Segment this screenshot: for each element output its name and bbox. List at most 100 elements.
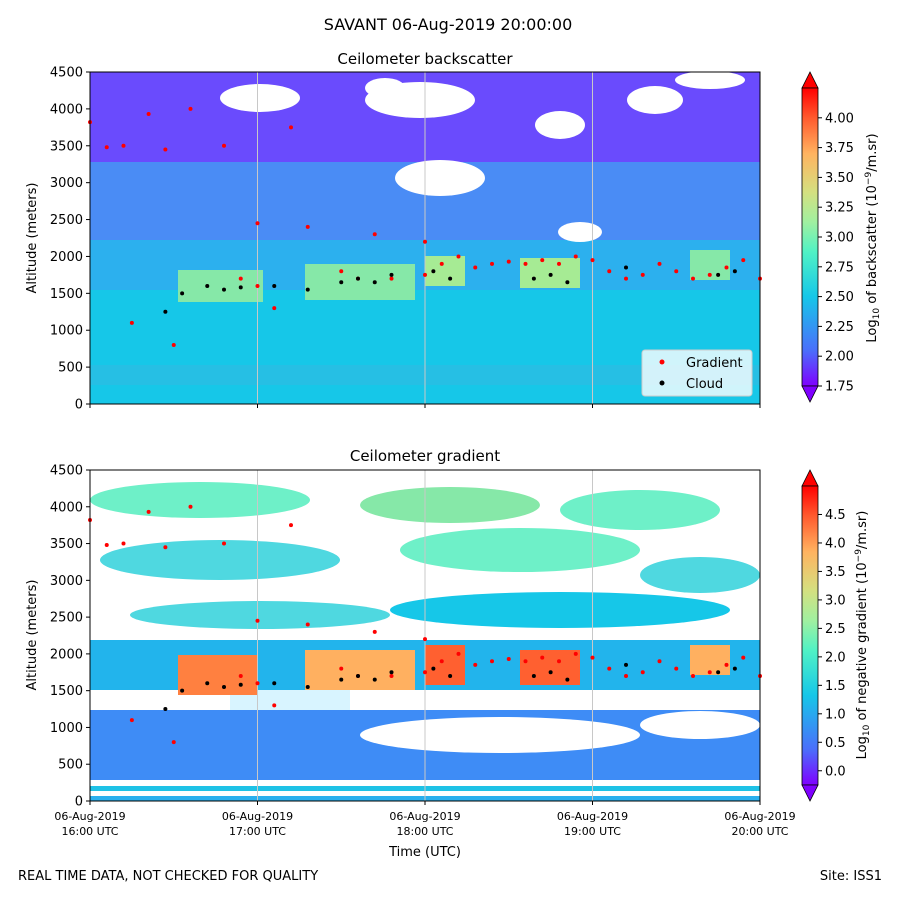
- cloud-point: [624, 265, 628, 270]
- cloud-point: [356, 276, 360, 281]
- gradient-point: [339, 666, 344, 671]
- cloud-point: [431, 269, 436, 274]
- xtick-label-time: 17:00 UTC: [229, 825, 286, 838]
- ytick-label: 1000: [50, 721, 83, 736]
- xtick-label-date: 06-Aug-2019: [222, 810, 293, 823]
- gradient-point: [657, 659, 662, 664]
- ytick-label: 2000: [50, 647, 83, 662]
- gradient-point: [557, 659, 561, 664]
- colorbar-tick-label: 4.00: [825, 111, 854, 126]
- cloud-point: [305, 684, 310, 689]
- suptitle: SAVANT 06-Aug-2019 20:00:00: [324, 15, 573, 34]
- gradient-point: [423, 637, 427, 642]
- backscatter-colorbar: 1.75 2.00 2.25 2.50 2.75 3.00 3.25 3.50 3.75 4.00…: [801, 71, 882, 403]
- gradient-point: [506, 259, 511, 264]
- cloud-point: [205, 283, 210, 288]
- cloud-point: [732, 666, 737, 671]
- gradient-point: [121, 541, 126, 546]
- backscatter-legend: Gradient Cloud: [641, 349, 753, 397]
- gradient-point: [423, 239, 427, 244]
- cloud-point: [389, 272, 394, 277]
- ytick-label: 2000: [50, 250, 83, 265]
- cloud-point: [222, 684, 226, 689]
- ytick-label: 2500: [50, 213, 83, 228]
- gradient-point: [707, 670, 712, 675]
- gradient-markers: [88, 504, 762, 745]
- gradient-point: [590, 258, 595, 263]
- gradient-point: [163, 147, 168, 152]
- gradient-point: [389, 276, 394, 281]
- colorbar-tick-label: 2.25: [825, 320, 854, 335]
- colorbar-tick-label: 2.50: [825, 290, 854, 305]
- colorbar-tick-label: 3.5: [825, 565, 846, 580]
- gradient-point: [305, 224, 310, 229]
- gradient-point: [439, 659, 444, 664]
- ytick-label: 1500: [50, 287, 83, 302]
- xtick-label-date: 06-Aug-2019: [54, 810, 125, 823]
- cloud-point: [205, 681, 210, 686]
- gradient-point: [163, 545, 168, 550]
- gradient-point: [121, 143, 126, 148]
- gradient-point: [423, 670, 427, 675]
- gradient-point: [473, 662, 478, 667]
- gradient-point: [188, 106, 193, 111]
- gradient-point: [707, 272, 712, 277]
- colorbar-tick-label: 0.0: [825, 764, 846, 779]
- colorbar-tick-label: 3.0: [825, 593, 846, 608]
- colorbar-tick-label: 1.75: [825, 380, 854, 395]
- colorbar-tick-label: 0.5: [825, 736, 846, 751]
- cloud-point: [372, 677, 377, 682]
- backscatter-colorbar-label: Log10 of backscatter (10−9/m.sr): [864, 133, 882, 342]
- gradient-point: [255, 283, 260, 288]
- gradient-point: [674, 666, 679, 671]
- gradient-point: [607, 666, 612, 671]
- colorbar-tick-label: 3.75: [825, 141, 854, 156]
- gradient-point: [255, 618, 260, 623]
- cloud-point: [339, 280, 344, 285]
- cloud-point: [548, 272, 553, 277]
- gradient-point: [540, 258, 545, 263]
- ytick-label: 500: [58, 361, 83, 376]
- cloud-point: [565, 677, 570, 682]
- gradient-xlabel: Time (UTC): [388, 845, 461, 860]
- gradient-point: [490, 659, 494, 664]
- backscatter-panel: Ceilometer backscatter: [25, 50, 882, 413]
- backscatter-xticks: [89, 404, 761, 408]
- gradient-point: [272, 306, 277, 311]
- colorbar-tick-label: 3.25: [825, 201, 854, 216]
- legend-box: [641, 349, 753, 397]
- gradient-point: [255, 681, 260, 686]
- cloud-point: [565, 280, 570, 285]
- ytick-label: 500: [58, 758, 83, 773]
- ytick-label: 3500: [50, 139, 83, 154]
- gradient-yticks: 0 500 1000 1500 2000 2500 3000 3500 4000 4500: [50, 464, 90, 810]
- xtick-label-time: 19:00 UTC: [564, 825, 621, 838]
- cloud-point: [222, 287, 226, 292]
- quality-disclaimer: REAL TIME DATA, NOT CHECKED FOR QUALITY: [18, 869, 319, 884]
- gradient-point: [129, 718, 134, 723]
- gradient-point: [305, 622, 310, 627]
- colorbar-tick-label: 2.5: [825, 622, 846, 637]
- backscatter-markers: [88, 106, 762, 347]
- legend-cloud-marker: [659, 380, 665, 386]
- gradient-point: [289, 125, 293, 130]
- colorbar-tick-label: 1.0: [825, 707, 846, 722]
- xtick-label-date: 06-Aug-2019: [724, 810, 795, 823]
- gradient-point: [129, 320, 134, 325]
- cloud-point: [238, 285, 243, 290]
- gradient-point: [439, 261, 444, 266]
- gradient-point: [456, 254, 461, 259]
- cloud-point: [448, 673, 453, 678]
- gradient-point: [691, 276, 695, 281]
- legend-gradient-label: Gradient: [686, 356, 743, 371]
- xtick-label-date: 06-Aug-2019: [389, 810, 460, 823]
- cloud-point: [180, 291, 185, 296]
- ytick-label: 1000: [50, 324, 83, 339]
- gradient-point: [590, 655, 595, 660]
- gradient-point: [423, 272, 427, 277]
- gradient-ylabel: Altitude (meters): [25, 580, 40, 691]
- gradient-panel: Ceilometer gradient: [25, 447, 872, 860]
- gradient-point: [238, 673, 243, 678]
- gradient-point: [724, 265, 729, 270]
- colorbar-tick-label: 2.0: [825, 650, 846, 665]
